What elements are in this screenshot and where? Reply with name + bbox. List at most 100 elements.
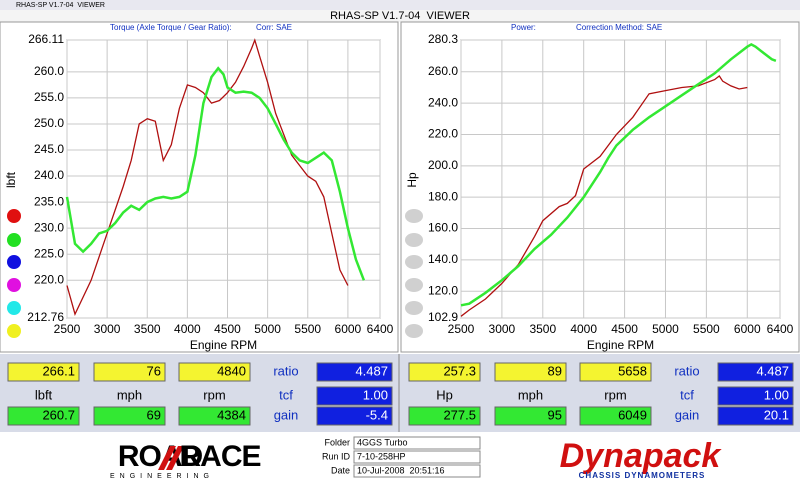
color-button[interactable] xyxy=(7,324,21,338)
color-button[interactable] xyxy=(7,255,21,269)
readout-value: 5658 xyxy=(618,363,647,378)
readout-value: 76 xyxy=(147,363,161,378)
y-tick-label: 200.0 xyxy=(428,158,458,172)
readout-unit: Hp xyxy=(436,387,453,402)
y-tick-label: 266.11 xyxy=(28,32,64,46)
y-tick-label: 180.0 xyxy=(428,189,458,203)
logo-right: Dynapack xyxy=(560,437,723,475)
x-tick-label: 4000 xyxy=(174,322,201,336)
x-tick-label: 3000 xyxy=(94,322,121,336)
readout-box xyxy=(408,406,481,426)
info-value: 7-10-258HP xyxy=(357,451,406,461)
readout-value: 6049 xyxy=(618,407,647,422)
readout-value: 4840 xyxy=(217,363,246,378)
y-axis-label: Hp xyxy=(405,172,419,188)
readout-unit: rpm xyxy=(203,387,225,402)
readout-label: gain xyxy=(675,407,700,422)
y-tick-label: 260.0 xyxy=(34,64,64,78)
y-tick-label: 225.0 xyxy=(34,246,64,260)
x-tick-label: 3500 xyxy=(529,322,556,336)
color-button[interactable] xyxy=(405,301,423,315)
info-value: 10-Jul-2008 20:51:16 xyxy=(357,465,445,475)
readout-box xyxy=(316,362,393,382)
readout-box xyxy=(93,362,166,382)
logo-right-sub: CHASSIS DYNAMOMETERS xyxy=(579,471,706,480)
readout-box xyxy=(316,386,393,406)
y-tick-label: 245.0 xyxy=(34,142,64,156)
chart-title: Torque (Axle Torque / Gear Ratio): xyxy=(110,23,232,32)
color-button[interactable] xyxy=(7,301,21,315)
window-title: RHAS-SP V1.7-04 VIEWER xyxy=(16,2,105,9)
y-axis-label: lbft xyxy=(4,171,18,188)
readout-value: 4.487 xyxy=(756,363,789,378)
readout-box xyxy=(494,362,567,382)
readout-unit: lbft xyxy=(35,387,53,402)
y-tick-label: 250.0 xyxy=(34,116,64,130)
x-axis-label: Engine RPM xyxy=(190,338,257,352)
readout-box xyxy=(579,406,652,426)
y-tick-label: 102.9 xyxy=(428,310,458,324)
color-button[interactable] xyxy=(405,209,423,223)
x-tick-label: 5000 xyxy=(254,322,281,336)
x-tick-label: 2500 xyxy=(54,322,81,336)
info-label: Folder xyxy=(324,437,350,447)
x-tick-label: 6400 xyxy=(767,322,794,336)
x-tick-label: 5500 xyxy=(693,322,720,336)
plot-area xyxy=(460,39,781,319)
x-tick-label: 5500 xyxy=(294,322,321,336)
readout-unit: mph xyxy=(117,387,142,402)
color-button[interactable] xyxy=(405,324,423,338)
color-button[interactable] xyxy=(405,278,423,292)
readout-label: ratio xyxy=(273,363,298,378)
logo-slashes xyxy=(158,446,184,470)
readout-label: tcf xyxy=(279,387,293,402)
readout-value: -5.4 xyxy=(366,407,388,422)
y-tick-label: 260.0 xyxy=(428,64,458,78)
readout-box xyxy=(717,406,794,426)
chart-subtitle: Correction Method: SAE xyxy=(576,23,662,32)
color-buttons xyxy=(7,209,423,338)
x-tick-label: 6400 xyxy=(367,322,394,336)
color-button[interactable] xyxy=(405,233,423,247)
y-tick-label: 240.0 xyxy=(34,168,64,182)
color-button[interactable] xyxy=(7,278,21,292)
info-field xyxy=(353,450,481,464)
x-tick-label: 5000 xyxy=(652,322,679,336)
x-tick-label: 6000 xyxy=(335,322,362,336)
readout-label: gain xyxy=(274,407,299,422)
readout-box xyxy=(717,386,794,406)
y-tick-label: 220.0 xyxy=(34,272,64,286)
color-button[interactable] xyxy=(7,209,21,223)
x-tick-label: 4000 xyxy=(570,322,597,336)
y-tick-label: 220.0 xyxy=(428,127,458,141)
y-tick-label: 140.0 xyxy=(428,252,458,266)
readout-unit: rpm xyxy=(604,387,626,402)
y-tick-label: 240.0 xyxy=(428,95,458,109)
readout-label: tcf xyxy=(680,387,694,402)
color-button[interactable] xyxy=(7,233,21,247)
x-tick-label: 4500 xyxy=(214,322,241,336)
readout-value: 266.1 xyxy=(42,363,75,378)
y-tick-label: 230.0 xyxy=(34,220,64,234)
info-label: Date xyxy=(331,465,350,475)
chart-subtitle: Corr: SAE xyxy=(256,23,292,32)
header-bar xyxy=(0,10,800,22)
y-tick-label: 120.0 xyxy=(428,283,458,297)
x-tick-label: 2500 xyxy=(448,322,475,336)
x-tick-label: 3500 xyxy=(134,322,161,336)
title-bar xyxy=(0,0,800,10)
readout-box xyxy=(717,362,794,382)
readout-box xyxy=(494,406,567,426)
readout-box xyxy=(178,362,251,382)
plot-area xyxy=(66,39,381,319)
readout-box xyxy=(579,362,652,382)
info-label: Run ID xyxy=(322,451,351,461)
readout-value: 257.3 xyxy=(443,363,476,378)
readout-box xyxy=(7,362,80,382)
logo-left-sub: ENGINEERING xyxy=(110,473,214,480)
readout-box xyxy=(7,406,80,426)
color-button[interactable] xyxy=(405,255,423,269)
series-line xyxy=(66,38,349,316)
